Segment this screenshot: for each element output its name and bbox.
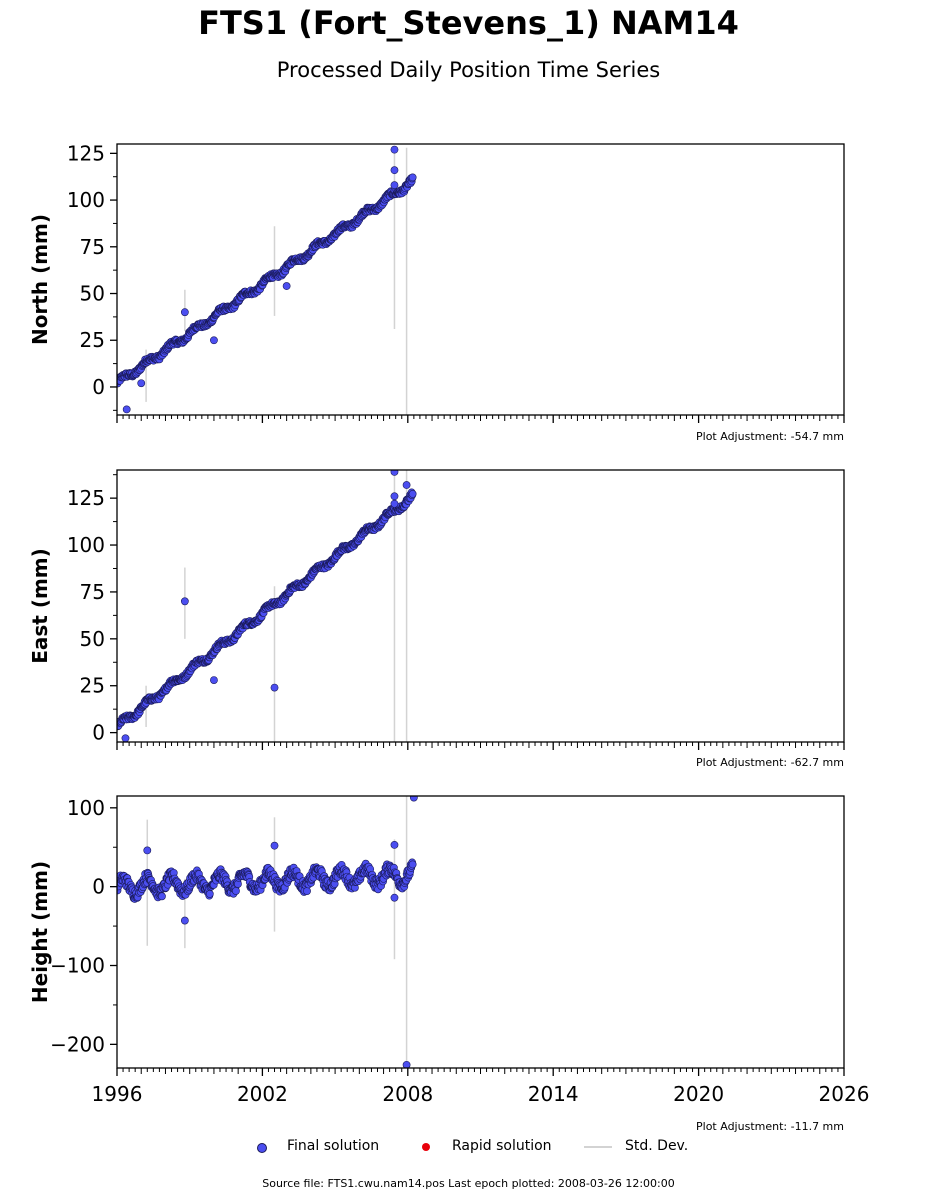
data-point	[205, 890, 214, 898]
source-line: Source file: FTS1.cwu.nam14.pos Last epo…	[262, 1177, 675, 1190]
plot-area-2	[117, 796, 418, 1068]
page-subtitle: Processed Daily Position Time Series	[276, 58, 661, 82]
legend-final-label: Final solution	[287, 1138, 380, 1154]
panel-0: 0 25 50 75 100 125 North (mm) Plot Adjustment: …	[28, 141, 845, 443]
outlier-point	[137, 379, 146, 388]
y-tick-label: 25	[80, 328, 105, 352]
outlier-point	[180, 597, 189, 606]
legend-rapid-label: Rapid solution	[452, 1138, 552, 1154]
x-tick-label: 2014	[528, 1082, 579, 1106]
legend-std-label: Std. Dev.	[625, 1138, 689, 1154]
outlier-point	[390, 166, 399, 175]
panel-frame	[116, 469, 845, 743]
panel-frame	[116, 795, 845, 1069]
panel-frame	[116, 143, 845, 416]
outlier-point	[282, 282, 291, 290]
panel-1: 0 25 50 75 100 125 East (mm) Plot Adjustment: -…	[28, 469, 845, 769]
outlier-point	[390, 492, 399, 501]
y-tick-label: 75	[80, 235, 105, 259]
legend-final-marker	[257, 1143, 267, 1153]
legend-rapid-marker	[422, 1143, 430, 1151]
data-point	[232, 887, 240, 895]
outlier-point	[390, 499, 399, 508]
y-tick-label: 0	[92, 375, 105, 399]
data-point	[303, 887, 311, 895]
outlier-point	[143, 846, 152, 855]
plot-area-0	[117, 145, 417, 415]
data-point	[408, 490, 417, 498]
data-point	[408, 173, 417, 182]
plot-area-1	[117, 470, 417, 742]
panel-2: −200 −100 0 100 1996 2002 2008 2014 2020 2026 Heig…	[28, 795, 870, 1133]
outlier-point	[210, 336, 218, 345]
y-tick-label: 100	[67, 533, 105, 557]
y-tick-label: 100	[67, 188, 105, 212]
plot-adjustment: Plot Adjustment: -62.7 mm	[696, 756, 844, 769]
outlier-point	[180, 308, 189, 317]
outlier-point	[270, 841, 279, 850]
y-tick-label: 100	[67, 796, 105, 820]
outlier-point	[390, 470, 399, 476]
legend-std-line	[584, 1146, 612, 1148]
x-tick-label: 2026	[819, 1082, 870, 1106]
outlier-point	[210, 676, 218, 684]
page-title: FTS1 (Fort_Stevens_1) NAM14	[198, 4, 739, 42]
outlier-point	[122, 405, 131, 414]
y-tick-label: 25	[80, 674, 105, 698]
data-point	[408, 860, 417, 869]
x-tick-label: 2008	[382, 1082, 433, 1106]
y-tick-label: 50	[80, 282, 105, 306]
outlier-point	[180, 916, 189, 925]
legend: Final solution Rapid solution Std. Dev.	[0, 1138, 937, 1158]
outlier-point	[121, 734, 130, 742]
y-axis-label: North (mm)	[28, 214, 52, 345]
y-tick-label: 0	[92, 875, 105, 899]
data-point	[158, 892, 166, 901]
outlier-point	[402, 1060, 411, 1068]
outlier-point	[390, 840, 399, 849]
x-tick-label: 2002	[237, 1082, 288, 1106]
plot-adjustment: Plot Adjustment: -54.7 mm	[696, 430, 844, 443]
y-tick-label: 125	[67, 141, 105, 165]
y-tick-label: 50	[80, 627, 105, 651]
x-tick-label: 1996	[92, 1082, 143, 1106]
outlier-point	[390, 893, 399, 902]
y-tick-label: 125	[67, 486, 105, 510]
y-tick-label: −100	[50, 954, 105, 978]
outlier-point	[390, 145, 399, 154]
x-tick-label: 2020	[673, 1082, 724, 1106]
y-tick-label: 75	[80, 580, 105, 604]
outlier-point	[390, 181, 399, 190]
plot-adjustment: Plot Adjustment: -11.7 mm	[696, 1120, 844, 1133]
y-tick-label: −200	[50, 1032, 105, 1056]
outlier-point	[270, 683, 279, 692]
y-axis-label: East (mm)	[28, 548, 52, 664]
outlier-point	[409, 796, 418, 802]
y-tick-label: 0	[92, 721, 105, 745]
y-axis-label: Height (mm)	[28, 861, 52, 1003]
outlier-point	[402, 481, 411, 489]
